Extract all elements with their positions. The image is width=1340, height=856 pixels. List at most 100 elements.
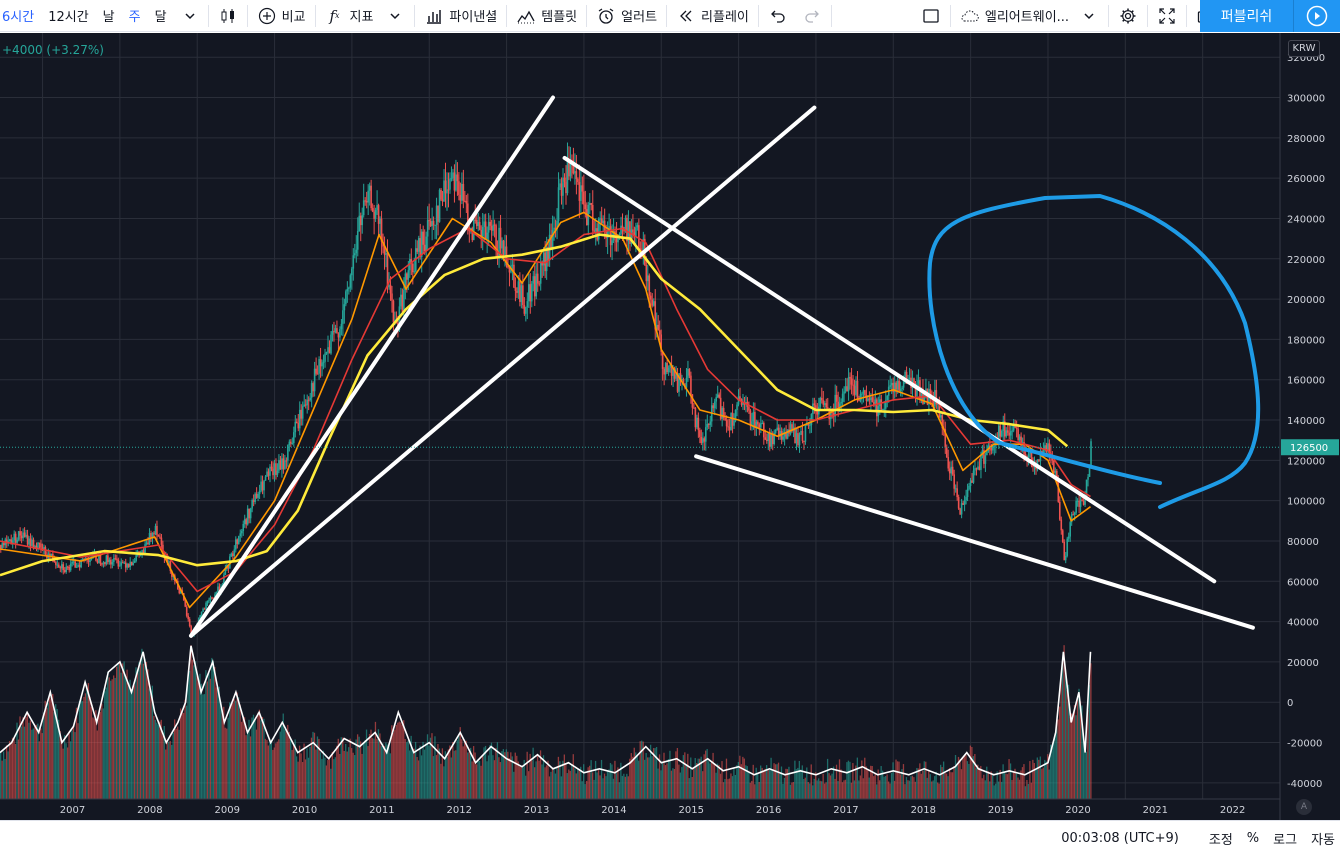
- volume-bar: [678, 764, 680, 799]
- volume-bar: [657, 768, 659, 799]
- volume-bar: [932, 780, 934, 799]
- candle-body: [596, 228, 599, 240]
- candle-body: [298, 409, 301, 429]
- trendline: [562, 155, 1217, 584]
- volume-bar: [782, 783, 784, 799]
- undo-button[interactable]: [761, 0, 795, 32]
- candle-body: [960, 503, 963, 515]
- financials-label: 파이낸셜: [449, 10, 498, 25]
- candle-body: [862, 390, 865, 394]
- volume-bar: [975, 768, 977, 799]
- candle-body: [752, 411, 755, 422]
- log-toggle[interactable]: 로그: [1273, 833, 1298, 848]
- candle-body: [162, 544, 164, 554]
- interval-week[interactable]: 주: [122, 0, 148, 32]
- candle-body: [159, 536, 161, 538]
- volume-bar: [432, 756, 435, 799]
- candle-body: [58, 564, 60, 568]
- publish-button[interactable]: 퍼블리쉬: [1200, 0, 1293, 32]
- volume-bar: [953, 765, 955, 799]
- layout-button[interactable]: [914, 0, 948, 32]
- templates-button[interactable]: 템플릿: [509, 0, 584, 32]
- candle-body: [951, 466, 954, 475]
- time-tick-label: 2020: [1065, 805, 1090, 816]
- publish-label: 퍼블리쉬: [1220, 9, 1273, 25]
- volume-bar: [1014, 768, 1016, 799]
- candle-body: [1002, 421, 1005, 431]
- candle-body: [765, 439, 768, 441]
- volume-bar: [1053, 742, 1055, 799]
- volume-bar: [501, 751, 503, 799]
- compare-button[interactable]: 비교: [250, 0, 313, 32]
- adjust-toggle[interactable]: 조정: [1208, 833, 1233, 848]
- candle-body: [10, 539, 13, 545]
- candle-body: [962, 503, 964, 505]
- replay-button[interactable]: 리플레이: [669, 0, 756, 32]
- price-tick-label: 120000: [1287, 456, 1325, 467]
- interval-day[interactable]: 날: [96, 0, 122, 32]
- publish-menu-button[interactable]: [1293, 0, 1340, 32]
- interval-12h[interactable]: 12시간: [41, 0, 95, 32]
- chart-type-button[interactable]: [211, 0, 245, 32]
- candle-body: [635, 227, 637, 237]
- chart-pane[interactable]: 320000 300000 280000 260000 240000 220000 2000…: [0, 33, 1340, 820]
- candle-body: [464, 200, 466, 202]
- candle-body: [484, 221, 487, 239]
- volume-bar: [751, 780, 753, 799]
- interval-month[interactable]: 달: [148, 0, 174, 32]
- volume-bar: [411, 750, 414, 799]
- candle-body: [386, 252, 389, 288]
- candle-body: [667, 368, 670, 373]
- volume-bar: [624, 776, 626, 799]
- candle-body: [1064, 555, 1067, 561]
- candle-body: [1008, 432, 1011, 436]
- candle-body: [724, 417, 726, 421]
- candle-body: [905, 371, 908, 384]
- percent-toggle[interactable]: %: [1246, 831, 1260, 846]
- volume-bar: [590, 760, 592, 799]
- financials-button[interactable]: 파이낸셜: [417, 0, 504, 32]
- candle-body: [1067, 536, 1070, 539]
- candle-body: [331, 330, 334, 335]
- volume-bar: [516, 755, 518, 799]
- volume-bar: [245, 735, 247, 799]
- candle-body: [532, 276, 535, 284]
- currency-badge[interactable]: KRW: [1288, 40, 1320, 57]
- chevron-down-icon[interactable]: [1079, 6, 1099, 26]
- chevron-down-icon[interactable]: [385, 6, 405, 26]
- auto-scale-button[interactable]: A: [1296, 799, 1312, 815]
- candle-body: [310, 383, 313, 398]
- price-chart[interactable]: 320000 300000 280000 260000 240000 220000 2000…: [0, 33, 1340, 820]
- volume-bar: [422, 741, 424, 799]
- interval-6h[interactable]: 6시간: [0, 0, 41, 32]
- candle-body: [688, 368, 691, 376]
- candle-body: [517, 281, 520, 293]
- candle-body: [475, 219, 478, 226]
- clock[interactable]: 00:03:08 (UTC+9): [1061, 831, 1179, 846]
- settings-button[interactable]: [1111, 0, 1145, 32]
- layout-name-label: 엘리어트웨이...: [984, 10, 1070, 25]
- candle-body: [939, 415, 942, 418]
- volume-bar: [1011, 779, 1013, 799]
- redo-button[interactable]: [795, 0, 829, 32]
- candle-body: [437, 205, 439, 222]
- volume-bar: [724, 779, 726, 799]
- volume-bar: [142, 663, 145, 799]
- user-drawings[interactable]: [189, 95, 1261, 638]
- candle-body: [420, 231, 423, 257]
- volume-bar: [243, 717, 246, 799]
- candle-body: [693, 407, 695, 409]
- interval-dropdown[interactable]: [174, 0, 206, 32]
- volume-bar: [160, 719, 162, 799]
- volume-bar: [879, 780, 881, 799]
- volume-bar: [974, 754, 976, 799]
- auto-toggle[interactable]: 자동: [1311, 833, 1335, 848]
- volume-bar: [712, 752, 714, 799]
- alert-button[interactable]: 얼러트: [589, 0, 664, 32]
- volume-bar: [679, 772, 682, 799]
- candle-body: [499, 227, 502, 249]
- fullscreen-button[interactable]: [1150, 0, 1184, 32]
- save-layout-button[interactable]: 엘리어트웨이...: [953, 0, 1106, 32]
